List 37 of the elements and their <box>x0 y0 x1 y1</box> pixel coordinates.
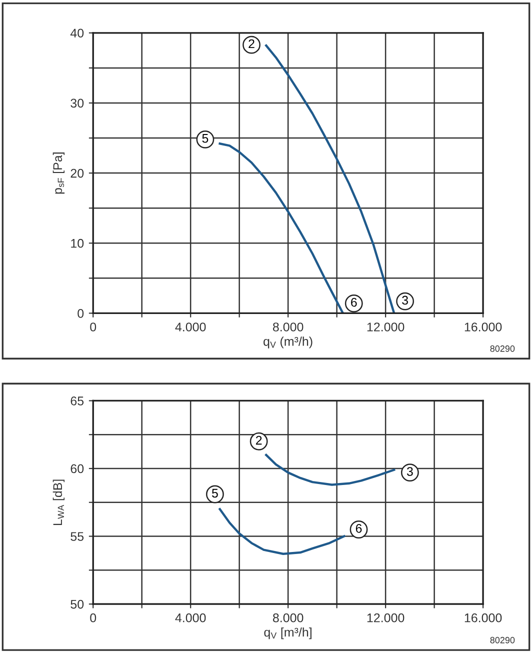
line-series <box>265 44 396 314</box>
y-tick-label: 50 <box>70 600 84 609</box>
x-tick-label: 16.000 <box>464 613 502 622</box>
y-tick-label: 55 <box>70 532 84 541</box>
x-axis-title: q$_{V}$ (m³/h) <box>264 336 312 348</box>
text: 80290 <box>490 345 515 352</box>
annotation: 5 <box>202 134 208 143</box>
x-axis-title: q$_{V}$ [m³/h] <box>264 628 312 640</box>
x-tick-label: 8.000 <box>272 322 304 332</box>
annotation: 6 <box>356 524 362 533</box>
y-tick-label: 60 <box>70 464 84 474</box>
y-axis-title: p$_{sF}$ [Pa] <box>52 152 65 194</box>
annotation: 5 <box>212 488 218 498</box>
line-series <box>218 508 346 555</box>
x-tick-label: 4.000 <box>175 322 206 332</box>
text: 80290 <box>490 636 515 644</box>
x-tick-label: 12.000 <box>367 613 404 622</box>
annotation: 2 <box>248 39 254 48</box>
y-tick-label: 65 <box>70 396 84 406</box>
y-axis-title: L$_{WA}$ [dB] <box>52 480 65 525</box>
y-tick-label: 10 <box>71 238 84 248</box>
y-tick-label: 0 <box>78 309 84 318</box>
y-tick-label: 30 <box>70 98 84 108</box>
x-tick-label: 12.000 <box>367 322 404 332</box>
annotation: 2 <box>256 436 262 445</box>
line-series <box>218 142 344 314</box>
line-series <box>265 454 396 486</box>
x-tick-label: 4.000 <box>175 613 206 622</box>
x-tick-label: 16.000 <box>464 322 502 332</box>
x-tick-label: 8.000 <box>272 613 304 622</box>
annotation: 6 <box>351 298 357 307</box>
annotation: 3 <box>406 467 413 476</box>
y-tick-label: 20 <box>70 168 84 178</box>
y-tick-label: 40 <box>70 28 84 38</box>
annotation: 3 <box>402 296 408 305</box>
x-tick-label: 0 <box>90 322 96 332</box>
x-tick-label: 0 <box>90 613 96 622</box>
